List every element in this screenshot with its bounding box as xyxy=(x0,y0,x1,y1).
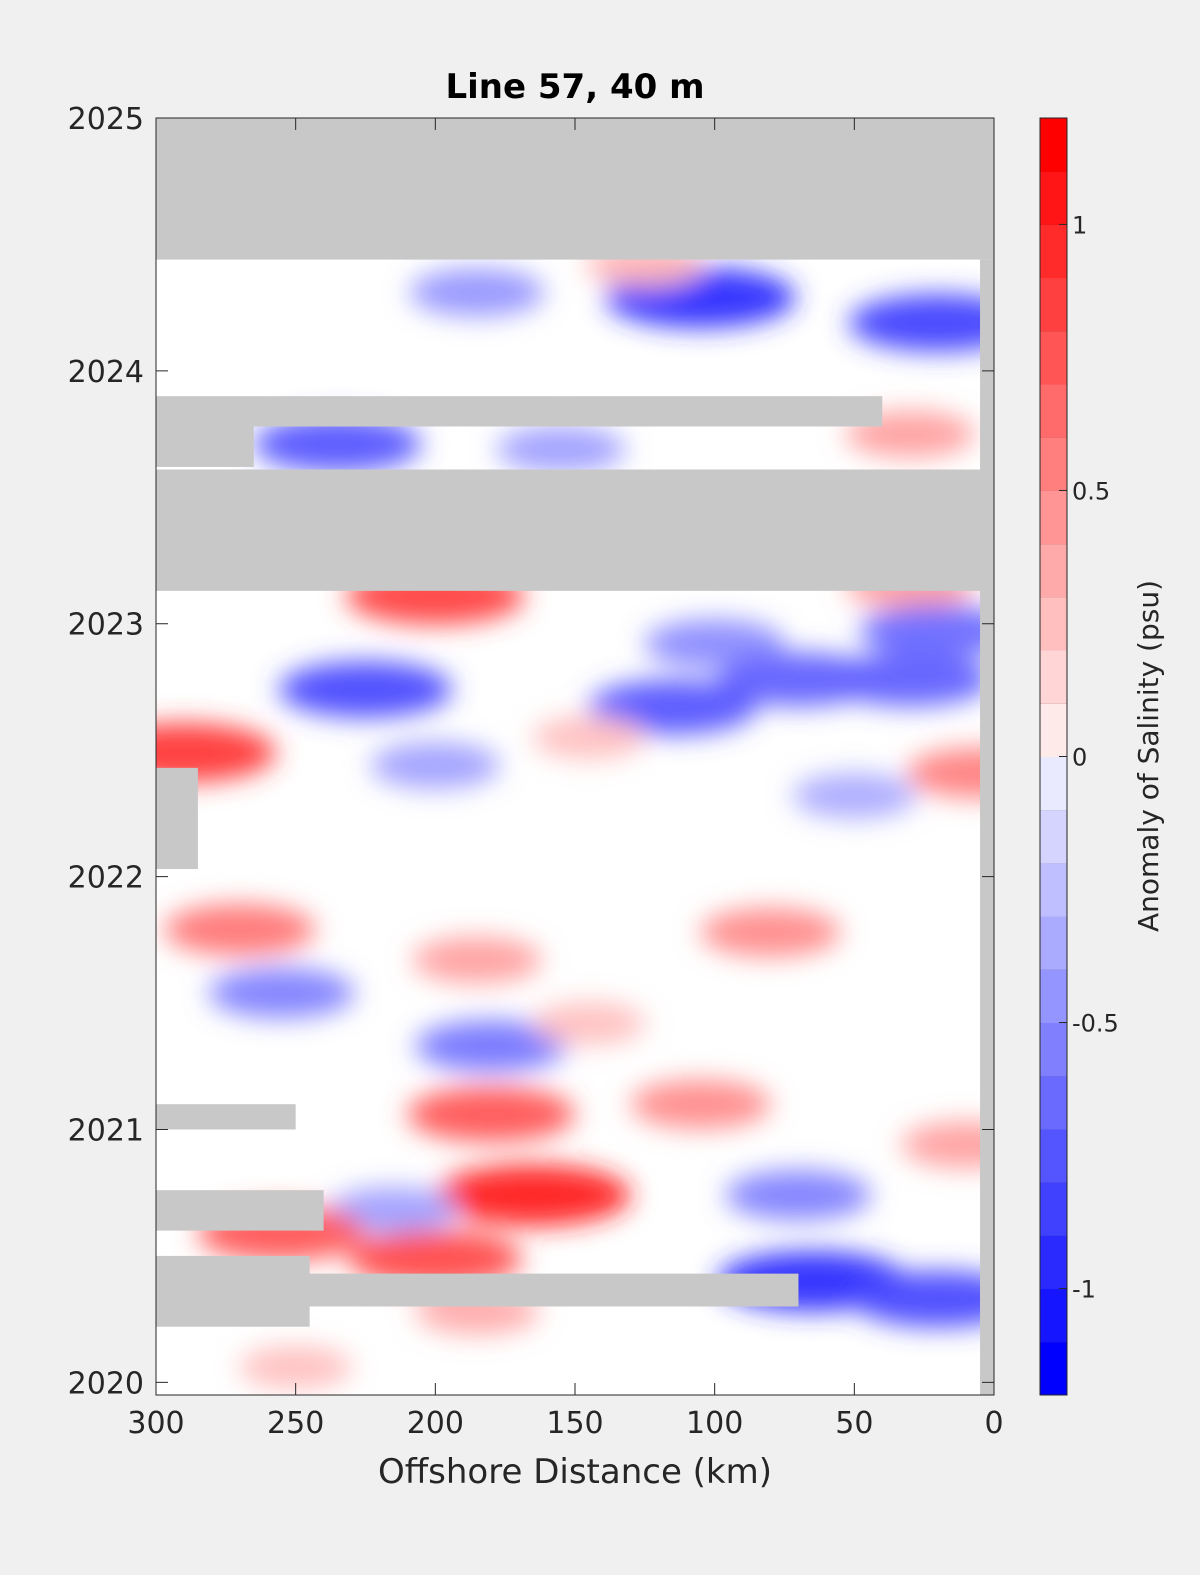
anomaly-blob xyxy=(407,1086,576,1142)
x-tick-label: 0 xyxy=(984,1406,1003,1441)
colorbar-band xyxy=(1040,596,1067,651)
colorbar-band xyxy=(1040,809,1067,864)
anomaly-blob xyxy=(278,661,453,718)
x-tick-label: 250 xyxy=(267,1406,324,1441)
missing-data-regions xyxy=(156,118,994,1395)
colorbar-band xyxy=(1040,437,1067,491)
colorbar-band xyxy=(1040,543,1067,598)
colorbar-band xyxy=(1040,1341,1067,1396)
colorbar-band xyxy=(1040,969,1067,1024)
colorbar-band xyxy=(1040,862,1067,917)
y-tick-label: 2020 xyxy=(68,1366,144,1401)
colorbar-band xyxy=(1040,330,1067,385)
anomaly-blob xyxy=(348,1230,523,1287)
anomaly-blob xyxy=(164,903,316,956)
y-tick-label: 2021 xyxy=(68,1113,144,1148)
x-tick-label: 150 xyxy=(546,1406,603,1441)
colorbar-band xyxy=(1040,756,1067,811)
colorbar-band xyxy=(1040,1288,1067,1343)
colorbar-band xyxy=(1040,171,1067,225)
anomaly-blob xyxy=(496,425,626,473)
anomaly-blob xyxy=(412,936,542,984)
anomaly-blob xyxy=(253,416,422,472)
anomaly-blob xyxy=(208,967,355,1019)
anomaly-blob xyxy=(644,619,785,669)
x-tick-label: 50 xyxy=(835,1406,873,1441)
anomaly-blob xyxy=(532,715,646,760)
anomaly-blob xyxy=(792,772,917,819)
anomaly-blob xyxy=(828,652,992,707)
colorbar-band xyxy=(1040,490,1067,545)
colorbar-band xyxy=(1040,650,1067,704)
colorbar-tick-label: -1 xyxy=(1072,1276,1096,1304)
y-tick-label: 2025 xyxy=(68,102,144,137)
anomaly-blob xyxy=(725,1170,872,1221)
missing-data-region xyxy=(156,1190,324,1231)
y-tick-label: 2023 xyxy=(68,608,144,643)
colorbar-band xyxy=(1040,118,1067,172)
y-tick-label: 2022 xyxy=(68,861,144,896)
colorbar-band xyxy=(1040,1128,1067,1183)
missing-data-region xyxy=(156,469,994,591)
anomaly-blob xyxy=(328,1187,459,1234)
anomaly-blob xyxy=(848,294,994,352)
colorbar-tick-label: 0.5 xyxy=(1072,477,1110,505)
anomaly-blob xyxy=(588,679,757,735)
colorbar-label: Anomaly of Salinity (psu) xyxy=(1132,580,1165,932)
anomaly-blob xyxy=(435,1164,631,1226)
anomaly-blob xyxy=(409,268,545,317)
x-axis-label: Offshore Distance (km) xyxy=(378,1452,772,1492)
colorbar-tick-label: 0 xyxy=(1072,744,1087,772)
missing-data-region xyxy=(156,1255,310,1327)
anomaly-blob xyxy=(370,741,501,789)
anomaly-blob xyxy=(717,652,880,707)
x-tick-label: 200 xyxy=(407,1406,464,1441)
missing-data-region xyxy=(156,767,198,870)
missing-data-region xyxy=(156,118,994,260)
plot-area xyxy=(156,118,994,1395)
anomaly-blob xyxy=(156,723,277,783)
missing-data-region xyxy=(156,1104,296,1130)
missing-data-region xyxy=(980,259,994,1395)
colorbar-band xyxy=(1040,703,1067,757)
colorbar-band xyxy=(1040,384,1067,438)
colorbar-ticks: -1 -0.5 0 0.5 1 xyxy=(1059,211,1119,1304)
colorbar-band xyxy=(1040,916,1067,970)
anomaly-blob xyxy=(415,1020,567,1072)
colorbar: -1 -0.5 0 0.5 1 Anomaly of Salinity (psu) xyxy=(1039,117,1165,1396)
chart-title: Line 57, 40 m xyxy=(445,67,704,107)
colorbar-band xyxy=(1040,1182,1067,1236)
anomaly-blob xyxy=(532,1001,646,1045)
anomaly-blob xyxy=(907,747,994,799)
anomaly-blob xyxy=(239,1345,353,1389)
anomaly-blob xyxy=(851,1270,994,1328)
colorbar-band xyxy=(1040,277,1067,332)
colorbar-band xyxy=(1040,224,1067,279)
x-tick-label: 300 xyxy=(127,1406,184,1441)
anomaly-blob xyxy=(859,604,994,658)
anomaly-field xyxy=(156,242,994,1389)
missing-data-region xyxy=(156,426,254,467)
colorbar-band xyxy=(1040,1022,1067,1077)
axes: 300 250 200 150 100 50 0 2020 2021 2022 2023 2024 20… xyxy=(68,102,1004,1441)
colorbar-tick-label: 1 xyxy=(1072,211,1087,239)
x-tick-label: 100 xyxy=(686,1406,743,1441)
missing-data-region xyxy=(156,396,883,427)
colorbar-band xyxy=(1040,1235,1067,1290)
colorbar-bands xyxy=(1040,117,1067,1396)
anomaly-blob xyxy=(901,1121,994,1169)
y-tick-label: 2024 xyxy=(68,355,144,390)
anomaly-blob xyxy=(630,1079,771,1129)
anomaly-blob xyxy=(700,907,841,957)
colorbar-tick-label: -0.5 xyxy=(1072,1010,1119,1038)
colorbar-band xyxy=(1040,1075,1067,1130)
